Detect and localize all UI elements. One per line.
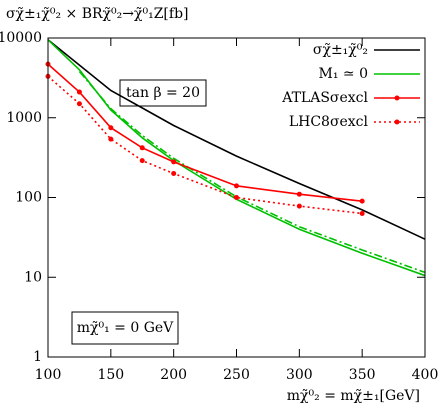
data-point	[139, 158, 145, 164]
x-tick-label: 300	[286, 367, 313, 383]
series-line	[78, 70, 426, 274]
data-point	[171, 170, 177, 176]
annotation-box	[119, 79, 207, 107]
data-point	[359, 211, 365, 217]
series-line	[47, 75, 363, 215]
annotation: mχ̃⁰₁ = 0 GeV	[77, 320, 174, 336]
series-line	[47, 63, 363, 202]
data-point	[108, 136, 114, 142]
series-line	[47, 39, 426, 240]
annotation: tan β = 20	[126, 85, 200, 101]
data-point	[234, 195, 239, 200]
y-tick-label: 100	[15, 190, 42, 206]
plot-frame	[47, 37, 426, 358]
data-point	[76, 101, 82, 107]
x-tick-label: 150	[97, 367, 124, 383]
legend-label: M₁ ≃ 0	[319, 66, 369, 82]
legend-label: LHC8σexcl	[289, 114, 369, 130]
x-tick-label: 200	[160, 367, 187, 383]
data-point	[108, 125, 114, 131]
x-tick-label: 100	[35, 367, 62, 383]
y-axis-label: σχ̃±₁χ̃⁰₂ × BRχ̃⁰₂→χ̃⁰₁Z[fb]	[6, 6, 189, 22]
x-tick-label: 250	[223, 367, 250, 383]
x-tick-label: 400	[412, 367, 439, 383]
legend-label: σχ̃±₁χ̃⁰₂	[313, 42, 368, 58]
annotation-box	[71, 311, 179, 345]
x-axis-label: mχ̃⁰₂ = mχ̃±₁[GeV]	[287, 388, 420, 404]
legend-marker	[394, 119, 400, 125]
y-tick-label: 10	[24, 269, 42, 285]
legend-label: ATLASσexcl	[281, 90, 368, 106]
y-tick-label: 10000	[0, 30, 42, 46]
legend-marker	[394, 95, 400, 101]
y-tick-label: 1	[33, 349, 42, 365]
data-point	[234, 183, 239, 189]
data-point	[296, 191, 302, 197]
series-line	[47, 39, 426, 277]
y-tick-label: 1000	[6, 110, 42, 126]
data-point	[139, 145, 145, 151]
data-point	[76, 89, 82, 95]
x-tick-label: 350	[349, 367, 376, 383]
data-point	[296, 203, 302, 209]
data-point	[171, 159, 177, 165]
data-point	[359, 198, 365, 204]
